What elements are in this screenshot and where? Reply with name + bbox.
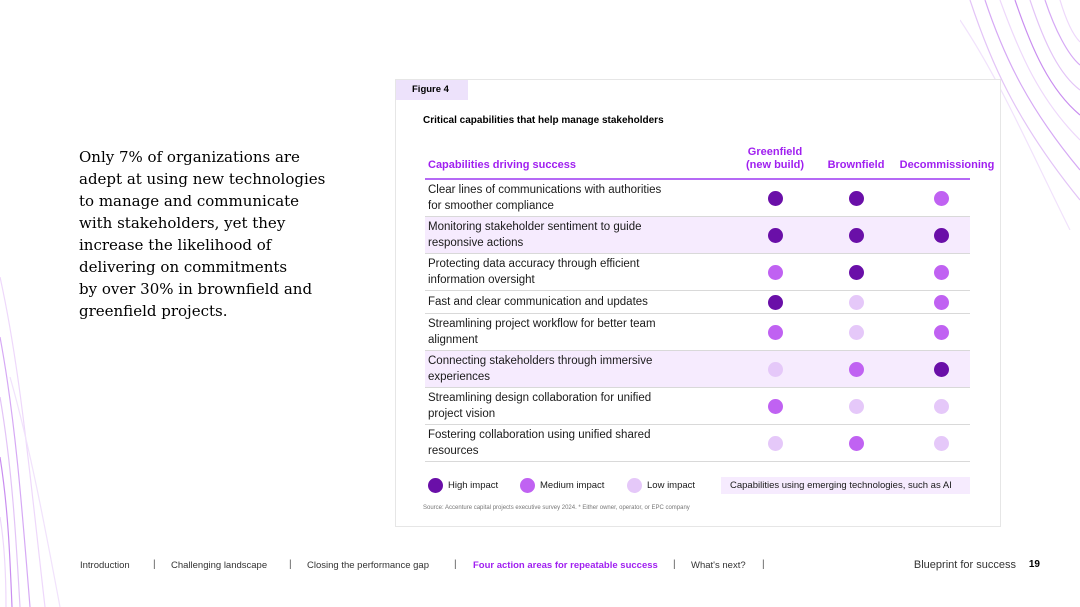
header-brownfield: Brownfield: [827, 159, 885, 171]
brownfield-medium-impact-dot-icon: [849, 362, 864, 377]
intro-paragraph: Only 7% of organizations are adept at us…: [79, 146, 326, 322]
nav-link-2[interactable]: Closing the performance gap: [307, 560, 429, 571]
figure-tab: Figure 4: [396, 80, 468, 100]
row-label: Clear lines of communications with autho…: [428, 183, 708, 214]
intro-line: Only 7% of organizations are: [79, 148, 300, 166]
row-label: Streamlining design collaboration for un…: [428, 391, 708, 422]
row-label: Connecting stakeholders through immersiv…: [428, 354, 708, 385]
brownfield-low-impact-dot-icon: [849, 295, 864, 310]
decommissioning-medium-impact-dot-icon: [934, 265, 949, 280]
intro-line: delivering on commitments: [79, 258, 288, 276]
decommissioning-high-impact-dot-icon: [934, 228, 949, 243]
greenfield-high-impact-dot-icon: [768, 295, 783, 310]
decommissioning-medium-impact-dot-icon: [934, 295, 949, 310]
footer-nav: Blueprint for success 19 Introduction | Ch…: [80, 559, 1040, 574]
header-decommissioning: Decommissioning: [899, 159, 995, 171]
page-number: 19: [1028, 559, 1040, 570]
intro-line: by over 30% in brownfield and: [79, 280, 313, 298]
legend-high-label: High impact: [448, 480, 499, 491]
intro-line: greenfield projects.: [79, 302, 228, 320]
figure-card: Figure 4 Critical capabilities that help…: [395, 79, 1001, 527]
table-row: Protecting data accuracy through efficie…: [425, 254, 970, 291]
legend-medium-label: Medium impact: [540, 480, 605, 491]
row-label-line: information oversight: [428, 273, 535, 286]
row-label: Streamlining project workflow for better…: [428, 317, 708, 348]
row-label: Monitoring stakeholder sentiment to guid…: [428, 220, 708, 251]
nav-separator: |: [673, 559, 676, 570]
row-label-line: for smoother compliance: [428, 199, 554, 212]
row-label-line: experiences: [428, 370, 491, 383]
nav-link-0[interactable]: Introduction: [80, 560, 130, 571]
nav-link-3[interactable]: Four action areas for repeatable success: [473, 560, 658, 571]
table-row: Clear lines of communications with autho…: [425, 180, 970, 217]
high-impact-dot-icon: [428, 478, 443, 493]
brownfield-low-impact-dot-icon: [849, 325, 864, 340]
greenfield-medium-impact-dot-icon: [768, 325, 783, 340]
header-greenfield-line2: (new build): [745, 159, 805, 171]
brownfield-medium-impact-dot-icon: [849, 436, 864, 451]
table-row: Streamlining project workflow for better…: [425, 314, 970, 351]
table-header: Capabilities driving success Greenfield …: [425, 146, 994, 180]
row-label-line: responsive actions: [428, 236, 524, 249]
medium-impact-dot-icon: [520, 478, 535, 493]
header-greenfield: Greenfield (new build): [735, 146, 815, 172]
brownfield-low-impact-dot-icon: [849, 399, 864, 414]
table-row: Fostering collaboration using unified sh…: [425, 425, 970, 462]
row-label-line: Streamlining project workflow for better…: [428, 318, 656, 330]
nav-separator: |: [454, 559, 457, 570]
greenfield-medium-impact-dot-icon: [768, 265, 783, 280]
brownfield-high-impact-dot-icon: [849, 228, 864, 243]
row-label-line: Connecting stakeholders through immersiv…: [428, 355, 653, 367]
table-row: Streamlining design collaboration for un…: [425, 388, 970, 425]
header-greenfield-line1: Greenfield: [747, 146, 803, 158]
row-label-line: project vision: [428, 407, 496, 420]
row-label-line: Clear lines of communications with autho…: [428, 184, 662, 196]
intro-line: to manage and communicate: [79, 192, 300, 210]
row-label-line: alignment: [428, 333, 478, 346]
brownfield-high-impact-dot-icon: [849, 265, 864, 280]
row-label-line: Fostering collaboration using unified sh…: [428, 429, 651, 441]
document-title: Blueprint for success: [913, 559, 1016, 571]
greenfield-high-impact-dot-icon: [768, 228, 783, 243]
decommissioning-medium-impact-dot-icon: [934, 325, 949, 340]
greenfield-low-impact-dot-icon: [768, 362, 783, 377]
row-label-line: resources: [428, 444, 479, 457]
nav-separator: |: [762, 559, 765, 570]
brownfield-high-impact-dot-icon: [849, 191, 864, 206]
decommissioning-high-impact-dot-icon: [934, 362, 949, 377]
intro-line: with stakeholders, yet they: [79, 214, 286, 232]
low-impact-dot-icon: [627, 478, 642, 493]
nav-link-1[interactable]: Challenging landscape: [171, 560, 268, 571]
legend-emerging-tech: Capabilities using emerging technologies…: [721, 477, 970, 494]
nav-link-4[interactable]: What's next?: [691, 560, 746, 571]
row-label-line: Monitoring stakeholder sentiment to guid…: [428, 221, 642, 233]
capabilities-table: Clear lines of communications with autho…: [425, 180, 970, 462]
greenfield-high-impact-dot-icon: [768, 191, 783, 206]
intro-line: increase the likelihood of: [79, 236, 272, 254]
greenfield-low-impact-dot-icon: [768, 436, 783, 451]
table-row: Connecting stakeholders through immersiv…: [425, 351, 970, 388]
decommissioning-low-impact-dot-icon: [934, 436, 949, 451]
row-label-line: Streamlining design collaboration for un…: [428, 392, 652, 404]
legend: High impact Medium impact Low impact Cap…: [428, 477, 973, 495]
row-label: Fostering collaboration using unified sh…: [428, 428, 708, 459]
nav-separator: |: [153, 559, 156, 570]
row-label-line: Fast and clear communication and updates: [428, 296, 648, 308]
legend-low-label: Low impact: [647, 480, 696, 491]
greenfield-medium-impact-dot-icon: [768, 399, 783, 414]
nav-separator: |: [289, 559, 292, 570]
row-label: Fast and clear communication and updates: [428, 295, 708, 311]
decorative-lines-bottom-left: [0, 277, 61, 607]
source-note: Source: Accenture capital projects execu…: [423, 505, 690, 511]
table-row: Monitoring stakeholder sentiment to guid…: [425, 217, 970, 254]
row-label: Protecting data accuracy through efficie…: [428, 257, 708, 288]
header-capabilities: Capabilities driving success: [428, 159, 576, 171]
figure-title: Critical capabilities that help manage s…: [423, 115, 664, 126]
row-label-line: Protecting data accuracy through efficie…: [428, 258, 640, 270]
table-row: Fast and clear communication and updates: [425, 291, 970, 314]
decommissioning-low-impact-dot-icon: [934, 399, 949, 414]
decommissioning-medium-impact-dot-icon: [934, 191, 949, 206]
intro-line: adept at using new technologies: [79, 170, 326, 188]
